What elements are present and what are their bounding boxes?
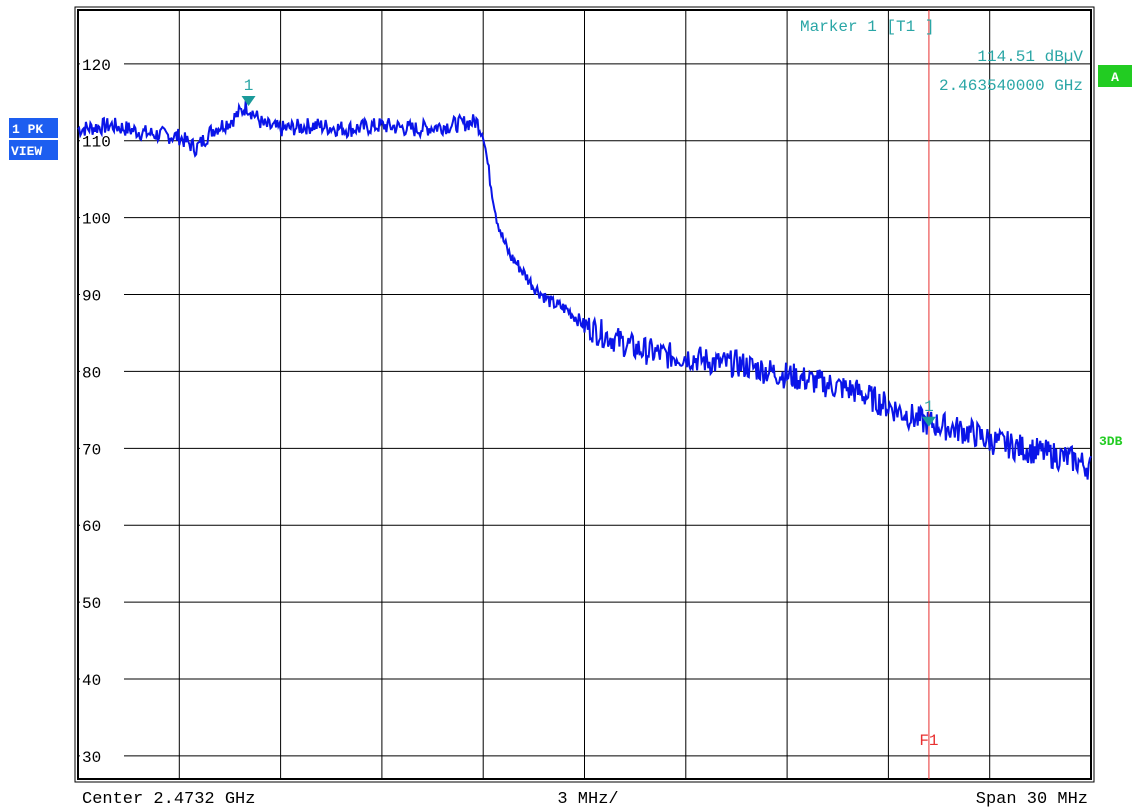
f1-label: F1 (919, 732, 938, 750)
markers: 11 (241, 77, 936, 427)
footer-span: Span 30 MHz (976, 790, 1088, 809)
y-tick-label-bg (80, 746, 124, 764)
y-tick-label-bg (80, 362, 124, 380)
trace-badge-bg (9, 118, 58, 138)
y-tick-label: 120 (82, 57, 111, 75)
marker-1-label: 1 (244, 77, 254, 95)
marker-1-triangle (241, 96, 256, 107)
marker-readout-level: 114.51 dBµV (977, 48, 1083, 66)
footer-center-frequency: Center 2.4732 GHz (82, 790, 255, 809)
y-tick-label-bg (80, 670, 124, 688)
y-tick-label: 90 (82, 288, 101, 306)
grid (74, 6, 1095, 783)
y-tick-label: 60 (82, 518, 101, 536)
y-axis-ticks: 30 40 50 60 70 80 90 100 110 120 (80, 54, 124, 767)
y-tick-label: 30 (82, 749, 101, 767)
view-badge-bg (9, 140, 58, 160)
y-tick-label: 70 (82, 441, 101, 459)
y-tick-label-bg (80, 516, 124, 534)
y-tick-label: 80 (82, 364, 101, 382)
mode-badge-label: A (1111, 70, 1119, 85)
footer-division: 3 MHz/ (557, 790, 618, 809)
y-tick-label: 50 (82, 595, 101, 613)
marker-2-label: 1 (924, 398, 934, 416)
marker-2-triangle (921, 416, 936, 427)
marker-readout-title: Marker 1 [T1 ] (800, 18, 934, 36)
y-tick-label-bg (80, 593, 124, 611)
mode-badge-bg (1098, 65, 1132, 87)
y-tick-label: 40 (82, 672, 101, 690)
limit-label-3db: 3DB (1099, 434, 1123, 449)
y-tick-label-bg (80, 439, 124, 457)
y-tick-label-bg (80, 285, 124, 303)
outer-frame (74, 6, 1095, 783)
y-tick-label-bg (80, 131, 124, 149)
trace-line (77, 100, 1092, 480)
trace-badge-label: 1 PK (12, 122, 43, 137)
marker-readout-frequency: 2.463540000 GHz (939, 77, 1083, 95)
y-tick-label-bg (80, 54, 124, 72)
y-tick-label: 100 (82, 211, 111, 229)
y-tick-label: 110 (82, 134, 111, 152)
y-tick-label-bg (80, 208, 124, 226)
view-badge-label: VIEW (11, 144, 42, 159)
